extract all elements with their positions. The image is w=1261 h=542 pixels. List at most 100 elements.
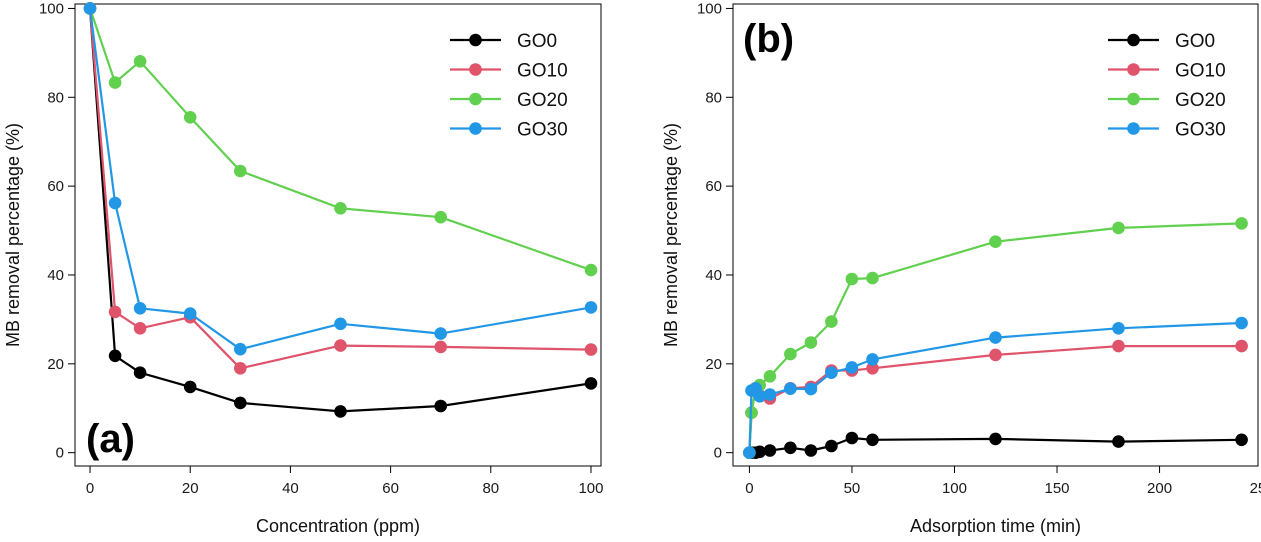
y-tick-label: 40 — [47, 267, 64, 284]
data-point — [234, 342, 247, 356]
y-axis: 0 20 40 60 80 100 — [697, 0, 733, 462]
y-tick-label: 80 — [705, 89, 722, 106]
series-go0 — [83, 2, 598, 418]
series-go20 — [83, 2, 598, 277]
y-tick-label: 0 — [56, 445, 64, 462]
series-line-go30 — [88, 8, 592, 351]
legend-label: GO0 — [517, 31, 557, 52]
data-point — [825, 439, 838, 453]
legend-label: GO30 — [1175, 120, 1226, 141]
data-point — [584, 263, 598, 277]
legend-item-go10: GO10 — [450, 61, 568, 82]
data-point — [234, 396, 247, 410]
x-axis: 0 50 100 150 200 250 — [745, 466, 1261, 497]
data-point — [434, 327, 448, 340]
data-point — [866, 271, 879, 285]
y-tick-label: 20 — [705, 356, 722, 373]
data-point — [108, 305, 122, 319]
data-point — [784, 382, 797, 396]
data-point — [845, 361, 859, 374]
x-tick-label: 50 — [844, 480, 861, 497]
data-point — [1235, 339, 1248, 353]
data-point — [434, 210, 448, 224]
y-tick-label: 20 — [47, 356, 64, 373]
x-tick-label: 150 — [1045, 480, 1070, 497]
data-point — [845, 431, 859, 445]
y-axis-title: MB removal percentage (%) — [661, 123, 681, 347]
data-point — [866, 362, 879, 375]
data-point — [334, 317, 347, 331]
data-point — [845, 272, 859, 286]
data-point — [183, 380, 197, 394]
data-point — [1235, 433, 1248, 447]
y-tick-label: 80 — [47, 89, 64, 106]
data-point — [763, 444, 777, 457]
data-point — [334, 202, 347, 215]
y-axis: 0 20 40 60 80 100 — [39, 0, 75, 462]
data-point — [183, 307, 197, 320]
legend-item-go0: GO0 — [450, 31, 557, 52]
legend-item-go20: GO20 — [450, 90, 568, 111]
data-point — [784, 441, 797, 455]
series-go0 — [743, 431, 1248, 460]
data-point — [989, 235, 1002, 248]
panel-label: (b) — [743, 17, 794, 61]
legend-item-go30: GO30 — [450, 120, 568, 141]
y-tick-label: 100 — [697, 0, 722, 17]
y-tick-label: 0 — [714, 445, 722, 462]
data-point — [133, 302, 147, 315]
legend-item-go20: GO20 — [1108, 90, 1226, 111]
panel-label: (a) — [86, 417, 135, 461]
data-point — [108, 76, 122, 89]
data-point — [108, 196, 122, 210]
data-point — [763, 370, 777, 383]
plot-frame — [732, 3, 1259, 467]
x-tick-label: 100 — [578, 480, 603, 497]
x-axis-title: Adsorption time (min) — [910, 516, 1081, 536]
legend-item-go0: GO0 — [1108, 31, 1215, 52]
data-point — [1235, 316, 1248, 330]
x-tick-label: 100 — [942, 480, 967, 497]
legend-item-go30: GO30 — [1108, 120, 1226, 141]
x-tick-label: 0 — [745, 480, 753, 497]
legend-label: GO0 — [1175, 31, 1215, 52]
legend-swatch-marker — [469, 92, 482, 106]
legend-swatch-marker — [1127, 122, 1140, 135]
legend-swatch-marker — [469, 33, 482, 47]
data-point — [133, 55, 147, 68]
data-point — [1235, 217, 1248, 230]
data-point — [584, 301, 598, 314]
data-point — [804, 336, 818, 349]
data-point — [743, 446, 756, 460]
x-tick-label: 200 — [1147, 480, 1172, 497]
data-point — [234, 164, 247, 178]
x-axis-title: Concentration (ppm) — [256, 516, 420, 536]
legend-swatch-marker — [469, 122, 482, 135]
data-point — [133, 322, 147, 335]
data-point — [763, 388, 777, 401]
series-go30 — [83, 2, 598, 356]
plot-frame — [74, 3, 602, 467]
data-point — [183, 111, 197, 124]
data-point — [825, 315, 838, 328]
data-point — [866, 433, 879, 447]
legend-swatch-marker — [1127, 63, 1140, 76]
legend-swatch-marker — [1127, 92, 1140, 106]
series-line-go20 — [88, 8, 592, 272]
data-point — [83, 2, 97, 15]
data-point — [434, 340, 448, 354]
data-point — [784, 347, 797, 361]
data-point — [866, 353, 879, 366]
y-tick-label: 60 — [705, 178, 722, 195]
data-point — [1112, 322, 1125, 335]
data-point — [1112, 221, 1125, 235]
panel-a: 0 20 40 60 80 100 0 20 40 60 80 100 Concentration (p… — [3, 0, 603, 536]
x-tick-label: 250 — [1250, 480, 1261, 497]
data-point — [1112, 339, 1125, 353]
x-axis: 0 20 40 60 80 100 — [86, 466, 603, 497]
data-point — [108, 349, 122, 363]
data-point — [753, 390, 766, 403]
y-tick-label: 100 — [39, 0, 64, 17]
x-tick-label: 20 — [182, 480, 199, 497]
